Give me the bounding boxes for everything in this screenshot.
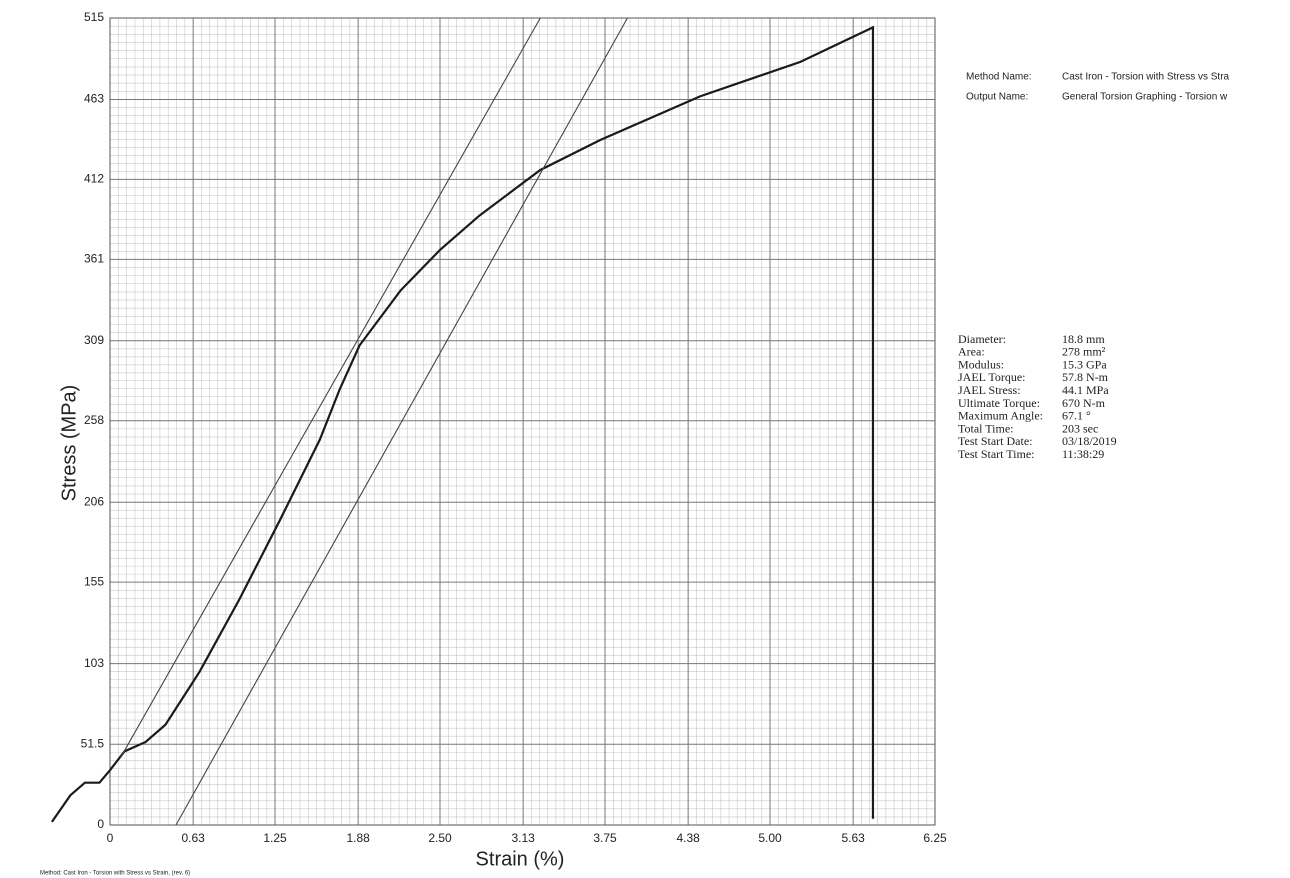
x-tick-label: 5.00 (758, 831, 782, 845)
major-grid (109, 17, 936, 826)
x-tick-label: 3.75 (593, 831, 617, 845)
y-tick-label: 361 (84, 251, 104, 265)
param-label: Maximum Angle: (958, 409, 1043, 423)
param-value: 15.3 GPa (1062, 357, 1107, 371)
footer: Method: Cast Iron - Torsion with Stress … (40, 871, 190, 877)
y-tick-label: 103 (84, 656, 104, 670)
x-tick-label: 2.50 (428, 831, 452, 845)
y-tick-label: 309 (84, 333, 104, 347)
param-label: Diameter: (958, 332, 1006, 346)
method-label: Method Name: (966, 72, 1032, 83)
param-value: 18.8 mm (1062, 332, 1105, 346)
y-tick-label: 515 (84, 10, 104, 24)
param-label: Ultimate Torque: (958, 396, 1040, 410)
param-value: 03/18/2019 (1062, 434, 1117, 448)
parameters: Diameter: 18.8 mm Area: 278 mm² Modulus: 15.3… (958, 332, 1117, 461)
param-label: Modulus: (958, 357, 1004, 371)
y-tick-label: 155 (84, 574, 104, 588)
x-tick-label: 5.63 (841, 831, 865, 845)
param-value: 670 N-m (1062, 396, 1106, 410)
y-tick-label: 51.5 (81, 736, 105, 750)
x-tick-label: 1.88 (346, 831, 370, 845)
y-tick-label: 463 (84, 92, 104, 106)
output-value: General Torsion Graphing - Torsion w (1062, 92, 1228, 103)
param-label: Test Start Time: (958, 447, 1035, 461)
y-tick-label: 258 (84, 413, 104, 427)
param-value: 11:38:29 (1062, 447, 1104, 461)
y-axis-title: Stress (MPa) (58, 385, 80, 502)
x-tick-label: 0 (107, 831, 114, 845)
param-value: 278 mm² (1062, 345, 1106, 359)
param-value: 203 sec (1062, 421, 1098, 435)
param-label: Test Start Date: (958, 434, 1032, 448)
param-value: 67.1 ° (1062, 409, 1091, 423)
param-value: 44.1 MPa (1062, 383, 1109, 397)
y-tick-label: 0 (97, 817, 104, 831)
offset-line (120, 17, 541, 758)
y-tick-label: 206 (84, 494, 104, 508)
plot-lines (51, 17, 875, 826)
x-tick-label: 3.13 (511, 831, 535, 845)
x-tick-label: 1.25 (263, 831, 287, 845)
param-label: JAEL Stress: (958, 383, 1021, 397)
x-tick-label: 4.38 (676, 831, 700, 845)
param-value: 57.8 N-m (1062, 370, 1109, 384)
output-label: Output Name: (966, 92, 1028, 103)
x-axis-title: Strain (%) (476, 848, 565, 870)
x-tick-label: 6.25 (923, 831, 947, 845)
stress-strain-curve (51, 25, 875, 823)
method-value: Cast Iron - Torsion with Stress vs Stra (1062, 72, 1230, 83)
y-tick-label: 412 (84, 172, 104, 186)
param-label: Area: (958, 345, 985, 359)
minor-grid (110, 18, 935, 825)
plot-frame (109, 17, 936, 826)
x-tick-label: 0.63 (181, 831, 205, 845)
param-label: Total Time: (958, 421, 1014, 435)
offset-line (175, 17, 628, 826)
param-label: JAEL Torque: (958, 370, 1025, 384)
